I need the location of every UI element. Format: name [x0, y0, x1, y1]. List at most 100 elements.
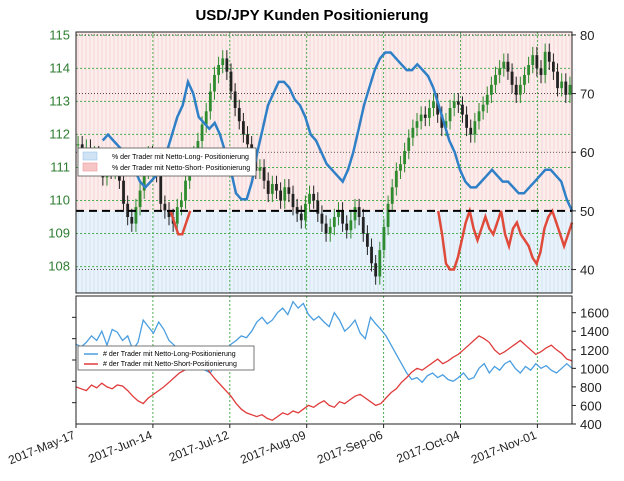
price-tick-label: 115 — [49, 27, 70, 42]
price-tick-label: 113 — [49, 93, 70, 108]
price-candle-body — [270, 183, 274, 194]
price-candle-body — [233, 91, 237, 108]
count-tick-label: 800 — [580, 380, 602, 395]
chart-title: USD/JPY Kunden Positionierung — [195, 7, 428, 24]
price-candle-body — [461, 104, 464, 115]
legend-swatch-short — [82, 162, 98, 172]
price-candle-body — [423, 114, 427, 118]
price-candle-body — [324, 223, 328, 234]
price-candle-body — [456, 101, 460, 105]
count-tick-label: 1200 — [580, 343, 609, 358]
price-candle-body — [163, 203, 167, 211]
top-panel: 108 109 110 111 112 113 114 115 40 50 60 70 80 — [48, 27, 594, 294]
price-candle-body — [213, 74, 216, 92]
price-candle-body — [527, 65, 530, 75]
price-candle-body — [378, 250, 382, 277]
legend-short-pct: % der Trader mit Netto-Short- Positionie… — [112, 165, 250, 172]
price-candle-body — [411, 127, 415, 138]
price-candle-body — [366, 233, 369, 247]
price-candle-body — [374, 263, 378, 277]
x-tick-label: 2017-May-17 — [6, 428, 77, 468]
price-candle-body — [477, 111, 481, 122]
price-tick-label: 114 — [49, 60, 70, 75]
price-candle-body — [332, 217, 336, 227]
price-candle-body — [498, 68, 502, 75]
legend-long-count: # der Trader mit Netto-Long-Positionieru… — [103, 351, 236, 358]
x-axis: 2017-May-17 2017-Jun-14 2017-Jul-12 2017-Au… — [6, 424, 539, 467]
price-candle-body — [403, 150, 406, 165]
price-candle-body — [543, 51, 547, 75]
bottom-legend: # der Trader mit Netto-Long-Positionieru… — [77, 345, 255, 371]
price-candle-body — [552, 61, 555, 72]
price-candle-body — [200, 124, 204, 142]
short-zone-shading — [76, 32, 572, 211]
price-candle-body — [432, 101, 435, 108]
price-candle-body — [568, 84, 572, 95]
price-candle-body — [204, 111, 208, 125]
price-candle-body — [419, 114, 423, 122]
price-candle-body — [510, 71, 514, 85]
price-candle-body — [465, 114, 468, 128]
price-candle-body — [518, 84, 522, 95]
price-candle-body — [279, 190, 282, 201]
price-candle-body — [225, 58, 229, 72]
x-tick-label: 2017-Jun-14 — [86, 428, 154, 466]
price-candle-body — [275, 183, 278, 191]
top-legend: % der Trader mit Netto-Long- Positionier… — [77, 147, 257, 177]
price-candle-body — [386, 203, 390, 227]
price-candle-body — [180, 200, 183, 208]
count-tick-label: 400 — [580, 417, 602, 432]
bottom-panel: 400 600 800 1000 1200 1400 1600 — [72, 295, 609, 432]
price-candle-body — [440, 114, 444, 128]
legend-swatch-long — [82, 151, 98, 161]
price-candle-body — [167, 210, 171, 218]
price-candle-body — [415, 121, 419, 128]
top-legend-box — [77, 147, 257, 177]
price-candle-body — [287, 187, 291, 194]
price-candle-body — [328, 226, 332, 234]
legend-long-pct: % der Trader mit Netto-Long- Positionier… — [112, 154, 249, 161]
price-tick-label: 108 — [48, 259, 70, 274]
price-candle-body — [564, 81, 568, 95]
count-tick-label: 1400 — [580, 324, 609, 339]
price-candle-body — [246, 134, 249, 145]
count-tick-label: 1000 — [580, 361, 609, 376]
x-tick-label: 2017-Sep-06 — [315, 428, 385, 467]
x-tick-label: 2017-Oct-04 — [395, 428, 462, 466]
price-candle-body — [134, 207, 138, 224]
price-candle-body — [341, 210, 344, 224]
price-candle-body — [122, 180, 125, 204]
price-candle-body — [436, 101, 440, 115]
price-candle-body — [184, 180, 187, 201]
price-candle-body — [242, 121, 245, 135]
price-candle-body — [353, 207, 357, 221]
price-candle-body — [283, 187, 287, 201]
price-candle-body — [221, 58, 225, 66]
price-candle-body — [142, 170, 146, 191]
price-candle-body — [229, 71, 233, 92]
price-candle-body — [130, 217, 134, 224]
long-count-line — [75, 300, 573, 384]
price-candle-body — [547, 51, 551, 62]
pct-tick-label: 50 — [580, 204, 594, 219]
short-count-line — [75, 335, 573, 422]
price-candle-body — [316, 200, 320, 214]
price-candle-body — [345, 223, 349, 231]
price-candle-body — [304, 203, 307, 221]
legend-short-count: # der Trader mit Netto-Short-Positionier… — [103, 361, 237, 368]
price-candle-body — [469, 127, 473, 135]
price-candle-body — [485, 94, 489, 105]
x-tick-label: 2017-Nov-01 — [469, 428, 539, 467]
price-candle-body — [448, 107, 452, 122]
price-candle-body — [320, 213, 324, 224]
price-candle-body — [407, 137, 411, 151]
price-candle-body — [258, 167, 262, 171]
price-candle-body — [428, 107, 431, 118]
pct-tick-label: 40 — [580, 263, 594, 278]
price-candle-body — [126, 203, 130, 218]
price-candle-body — [208, 91, 212, 112]
price-candle-body — [560, 81, 564, 89]
price-candle-body — [299, 213, 303, 221]
price-candle-body — [349, 220, 353, 231]
